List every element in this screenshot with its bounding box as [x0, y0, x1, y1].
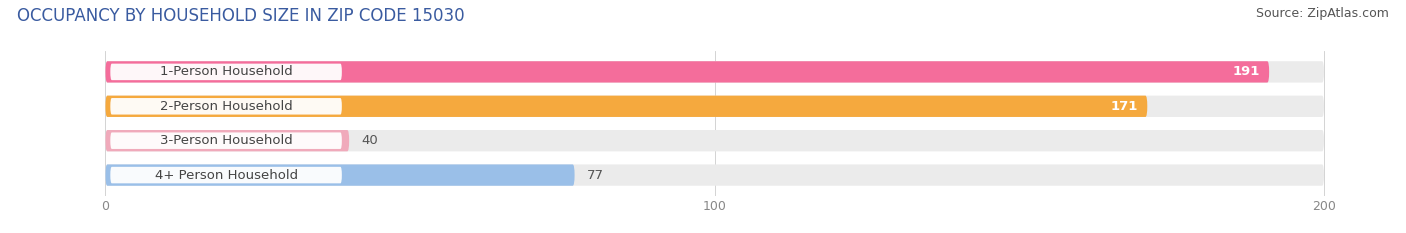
- FancyBboxPatch shape: [110, 167, 342, 183]
- FancyBboxPatch shape: [105, 130, 1324, 151]
- Text: OCCUPANCY BY HOUSEHOLD SIZE IN ZIP CODE 15030: OCCUPANCY BY HOUSEHOLD SIZE IN ZIP CODE …: [17, 7, 464, 25]
- FancyBboxPatch shape: [105, 130, 349, 151]
- Text: 3-Person Household: 3-Person Household: [160, 134, 292, 147]
- FancyBboxPatch shape: [105, 164, 575, 186]
- Text: 77: 77: [586, 169, 603, 182]
- Text: 40: 40: [361, 134, 378, 147]
- Text: 191: 191: [1233, 65, 1260, 78]
- Text: Source: ZipAtlas.com: Source: ZipAtlas.com: [1256, 7, 1389, 20]
- FancyBboxPatch shape: [105, 61, 1270, 82]
- FancyBboxPatch shape: [110, 64, 342, 80]
- Text: 1-Person Household: 1-Person Household: [160, 65, 292, 78]
- Text: 171: 171: [1111, 100, 1139, 113]
- FancyBboxPatch shape: [110, 98, 342, 115]
- FancyBboxPatch shape: [105, 96, 1324, 117]
- FancyBboxPatch shape: [110, 132, 342, 149]
- Text: 2-Person Household: 2-Person Household: [160, 100, 292, 113]
- FancyBboxPatch shape: [105, 61, 1324, 82]
- FancyBboxPatch shape: [105, 164, 1324, 186]
- FancyBboxPatch shape: [105, 96, 1147, 117]
- Text: 4+ Person Household: 4+ Person Household: [155, 169, 298, 182]
